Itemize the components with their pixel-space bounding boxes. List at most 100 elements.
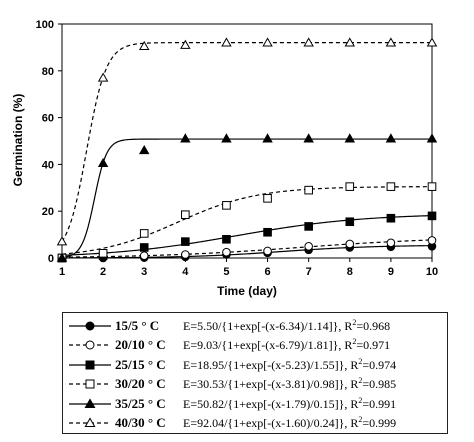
data-point-s4-9 — [426, 133, 438, 143]
legend-symbol — [69, 397, 111, 408]
legend-equation: E=18.95/{1+exp[-(x-5.23)/1.55]}, R2=0.97… — [183, 356, 397, 372]
data-point-s3-5 — [263, 194, 272, 203]
x-tick-label: 2 — [100, 266, 106, 278]
data-point-s3-4 — [222, 201, 231, 210]
x-tick-label: 1 — [59, 266, 65, 278]
x-tick-label: 4 — [182, 266, 189, 278]
legend-series-name: 35/25 ° C — [115, 395, 166, 411]
fit-curve-2 — [61, 215, 433, 256]
legend-symbol — [69, 321, 111, 331]
legend-item: 15/5 ° C E=5.50/{1+exp[-(x-6.34)/1.14]}, … — [63, 317, 447, 336]
legend-item: 25/15 ° C E=18.95/{1+exp[-(x-5.23)/1.55]}… — [63, 356, 447, 375]
legend-marker — [84, 397, 96, 408]
x-tick-label: 9 — [388, 266, 394, 278]
data-point-s2-6 — [304, 222, 313, 231]
legend-series-name: 40/30 ° C — [115, 415, 166, 430]
data-point-s5-3 — [180, 39, 191, 49]
data-point-s4-1 — [97, 157, 109, 168]
x-tick-label: 10 — [426, 266, 438, 278]
data-point-s5-7 — [344, 37, 356, 47]
data-point-s1-5 — [263, 246, 272, 256]
legend-r2-value: =0.968 — [356, 319, 391, 333]
legend-equation: E=9.03/{1+exp[-(x-6.79)/1.81]}, R2=0.971 — [183, 337, 391, 353]
fit-curve-1 — [61, 239, 433, 258]
legend-marker — [84, 417, 96, 427]
data-point-s5-8 — [385, 37, 397, 47]
data-point-s2-4 — [222, 234, 231, 244]
x-tick-label: 7 — [306, 266, 312, 278]
legend-r2-value: =0.991 — [362, 396, 397, 411]
legend-equation-text: E=5.50/{1+exp[-(x-6.34)/1.14]}, — [183, 319, 345, 333]
data-markers — [56, 37, 438, 263]
legend-symbol — [69, 417, 111, 427]
fit-curve-4 — [61, 138, 432, 258]
legend-equation-text: E=30.53/{1+exp[-(x-3.81)/0.98]}, — [183, 377, 351, 392]
legend-item: 40/30 ° C E=92.04/{1+exp[-(x-1.60)/0.24]}… — [63, 414, 447, 433]
data-point-s4-6 — [303, 133, 314, 143]
legend: 15/5 ° C E=5.50/{1+exp[-(x-6.34)/1.14]}, … — [62, 312, 448, 434]
legend-marker — [85, 321, 95, 331]
legend-symbol — [69, 340, 111, 350]
data-point-s4-5 — [262, 133, 273, 143]
legend-equation-text: E=92.04/{1+exp[-(x-1.60)/0.24]}, — [183, 416, 351, 430]
data-point-s5-6 — [303, 37, 314, 47]
legend-r2-value: =0.974 — [362, 357, 397, 372]
data-point-s5-9 — [426, 37, 438, 47]
legend-item: 35/25 ° C E=50.82/{1+exp[-(x-1.79)/0.15]}… — [63, 395, 447, 414]
legend-r2-label: R — [350, 396, 359, 411]
data-point-s4-4 — [221, 133, 232, 143]
legend-r2-label: R — [350, 357, 359, 372]
data-point-s4-0 — [56, 252, 68, 262]
data-point-s5-0 — [56, 236, 68, 246]
data-point-s1-4 — [222, 247, 231, 257]
data-point-s1-6 — [304, 242, 313, 251]
legend-item: 20/10 ° C E=9.03/{1+exp[-(x-6.79)/1.81]},… — [63, 336, 447, 355]
data-point-s4-7 — [344, 133, 356, 143]
data-point-s5-2 — [138, 40, 150, 51]
legend-equation-text: E=18.95/{1+exp[-(x-5.23)/1.55]}, — [183, 357, 351, 372]
data-point-s2-2 — [139, 243, 149, 252]
data-point-s2-8 — [386, 213, 396, 223]
legend-series-name: 25/15 ° C — [115, 356, 166, 372]
y-axis-title: Germination (%) — [11, 94, 25, 187]
data-point-s2-3 — [181, 237, 190, 246]
legend-symbol — [69, 379, 111, 389]
data-point-s3-7 — [345, 182, 355, 191]
legend-equation: E=30.53/{1+exp[-(x-3.81)/0.98]}, R2=0.98… — [183, 376, 397, 392]
plot-frame — [61, 23, 433, 259]
data-point-s5-5 — [262, 37, 273, 47]
legend-marker — [85, 379, 95, 389]
data-point-s4-8 — [385, 133, 397, 143]
legend-series-name: 30/20 ° C — [115, 376, 166, 392]
data-point-s1-9 — [427, 236, 437, 245]
data-point-s4-2 — [138, 144, 150, 155]
legend-r2-value: =0.999 — [362, 416, 397, 430]
legend-series-name: 20/10 ° C — [115, 337, 166, 353]
data-point-s3-2 — [139, 229, 149, 238]
data-point-s1-7 — [345, 239, 355, 249]
legend-r2-label: R — [344, 338, 353, 353]
data-point-s1-3 — [181, 250, 190, 259]
x-tick-label: 3 — [141, 266, 147, 278]
legend-r2-value: =0.985 — [362, 377, 397, 392]
data-point-s5-4 — [221, 37, 232, 47]
data-point-s2-9 — [427, 211, 437, 221]
legend-equation: E=50.82/{1+exp[-(x-1.79)/0.15]}, R2=0.99… — [183, 395, 397, 411]
legend-equation-text: E=9.03/{1+exp[-(x-6.79)/1.81]}, — [183, 338, 345, 353]
x-tick-label: 5 — [223, 266, 229, 278]
data-point-s3-8 — [386, 182, 396, 191]
fit-curve-3 — [61, 186, 432, 255]
data-point-s3-6 — [304, 185, 313, 195]
data-point-s2-7 — [345, 217, 355, 227]
data-point-s2-5 — [263, 227, 272, 237]
legend-r2-label: R — [350, 377, 359, 392]
legend-equation: E=92.04/{1+exp[-(x-1.60)/0.24]}, R2=0.99… — [183, 415, 397, 430]
y-tick-label: 60 — [42, 113, 54, 125]
legend-r2-label: R — [344, 319, 353, 333]
y-tick-label: 20 — [42, 206, 54, 218]
legend-symbol — [69, 360, 111, 370]
legend-item: 30/20 ° C E=30.53/{1+exp[-(x-3.81)/0.98]}… — [63, 375, 447, 394]
y-tick-label: 0 — [48, 253, 54, 265]
